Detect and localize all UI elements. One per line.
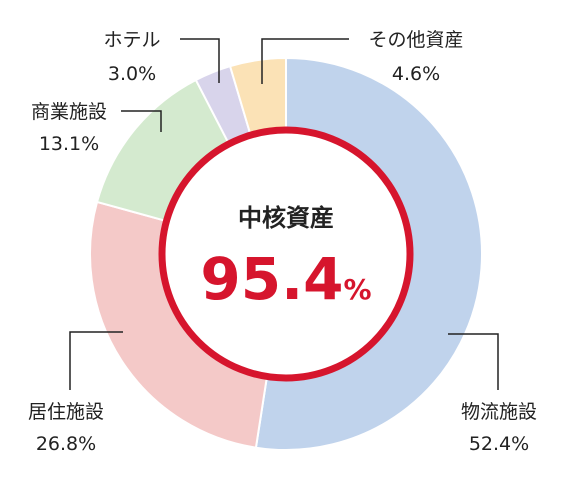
leader-line-shogyo xyxy=(121,110,162,132)
donut-slices xyxy=(89,56,483,451)
label-value-sonota: 4.6% xyxy=(392,63,440,85)
label-value-shogyo: 13.1% xyxy=(39,133,99,155)
label-category-hotel: ホテル xyxy=(103,29,160,51)
center-value: 95.4% xyxy=(200,245,371,313)
leader-line-butsuryu xyxy=(448,333,499,390)
leader-line-sonota xyxy=(261,38,349,84)
core-assets-ring xyxy=(158,126,414,382)
label-category-sonota: その他資産 xyxy=(368,29,463,51)
label-category-kyoju: 居住施設 xyxy=(28,401,104,423)
label-value-kyoju: 26.8% xyxy=(36,433,96,455)
leader-line-kyoju xyxy=(69,331,123,390)
label-category-butsuryu: 物流施設 xyxy=(461,401,537,423)
center-value-unit: % xyxy=(344,273,372,306)
label-category-shogyo: 商業施設 xyxy=(31,101,107,123)
label-value-butsuryu: 52.4% xyxy=(469,433,529,455)
leader-line-hotel xyxy=(180,38,220,83)
center-value-number: 95.4 xyxy=(200,245,343,313)
label-value-hotel: 3.0% xyxy=(108,63,156,85)
center-title: 中核資産 xyxy=(238,204,334,232)
